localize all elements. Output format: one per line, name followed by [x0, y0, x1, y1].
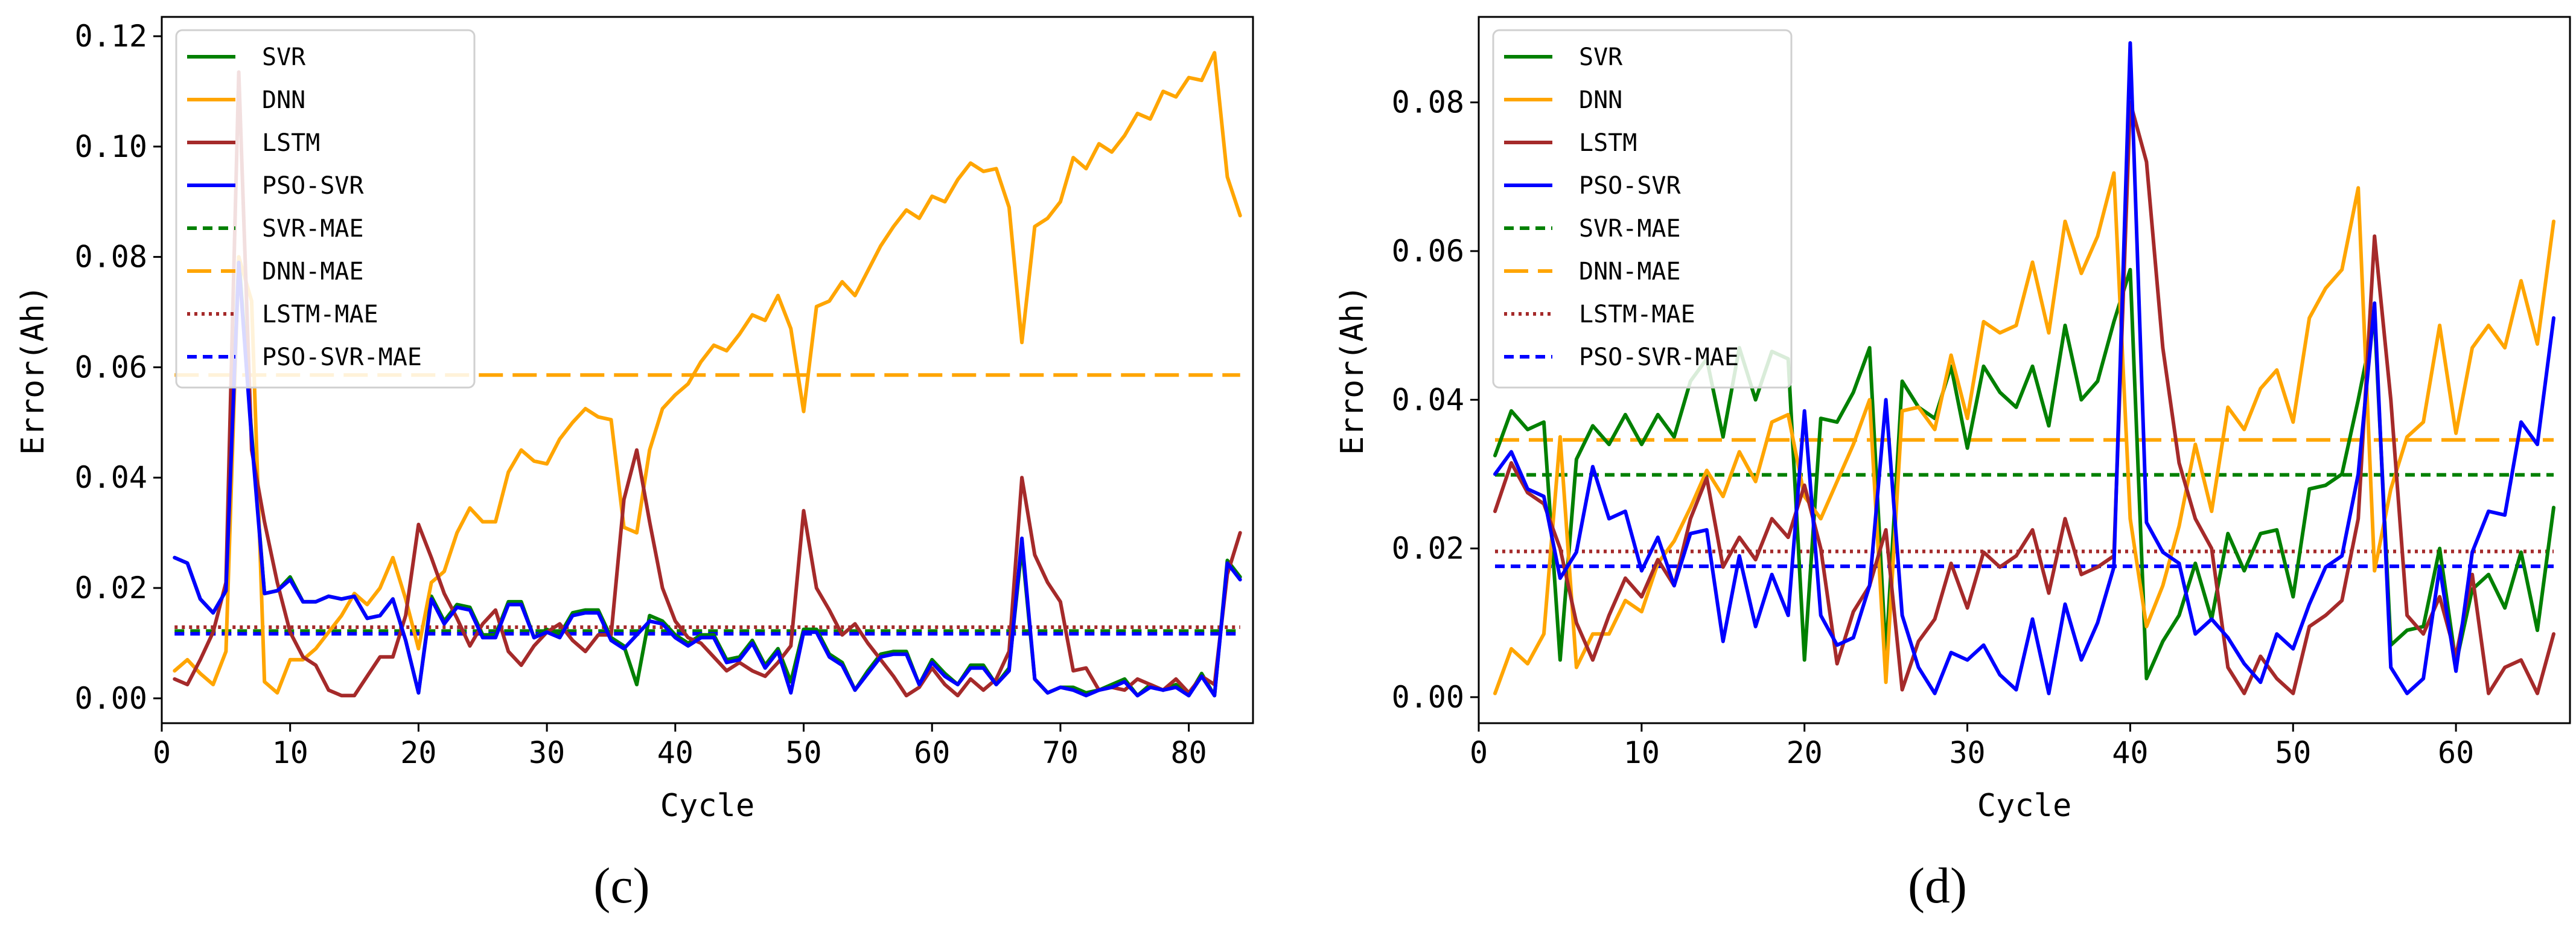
legend-label-pso-svr: PSO-SVR	[1579, 172, 1681, 200]
series-pso-svr-line	[173, 260, 1242, 698]
legend-frame	[1492, 29, 1793, 389]
y-tick-label: 0.08	[1392, 85, 1464, 120]
y-tick-label: 0.12	[75, 19, 147, 54]
y-tick-label: 0.04	[75, 460, 147, 495]
x-tick-label: 30	[1949, 735, 1985, 770]
y-tick-label: 0.06	[1392, 234, 1464, 269]
legend-label-dnn-mae: DNN-MAE	[1579, 258, 1681, 286]
legend-frame	[175, 29, 476, 389]
y-tick-label: 0.08	[75, 240, 147, 275]
x-tick-label: 30	[529, 735, 565, 770]
legend-label-pso-svr: PSO-SVR	[262, 172, 364, 200]
legend-label-svr: SVR	[1579, 43, 1623, 71]
y-tick-label: 0.06	[75, 350, 147, 385]
legend-label-svr: SVR	[262, 43, 306, 71]
plot-frame	[161, 16, 1254, 724]
chart-panel-d: 0 10 20 30 40 50 600.000.020.040.060.08 Cycle …	[1334, 16, 2571, 914]
chart-panel-c: 0 10 20 30 40 50 60 70 80 0.00 0.02 0.04 0.06 0.08 0.1…	[15, 16, 1254, 914]
plot-frame	[1478, 16, 2571, 724]
x-tick-label: 80	[1171, 735, 1207, 770]
y-axis-label: Error(Ah)	[1334, 285, 1371, 455]
panel-caption: (c)	[593, 858, 649, 914]
x-tick-label: 50	[2275, 735, 2311, 770]
legend: SVR DNN LSTM PSO-SVR SVR-MAE DNN-MAE LSTM-MAE P…	[175, 29, 476, 389]
legend-label-pso-svr-mae: PSO-SVR-MAE	[1579, 343, 1739, 371]
series-dnn-line	[1493, 171, 2555, 695]
y-tick-label: 0.10	[75, 129, 147, 164]
x-tick-label: 0	[1470, 735, 1488, 770]
x-tick-label: 50	[785, 735, 821, 770]
legend-label-dnn: DNN	[262, 86, 305, 114]
x-tick-label: 60	[914, 735, 950, 770]
legend-label-dnn: DNN	[1579, 86, 1622, 114]
x-tick-label: 10	[1624, 735, 1660, 770]
legend-label-lstm: LSTM	[1579, 129, 1637, 157]
legend-label-lstm-mae: LSTM-MAE	[262, 301, 378, 328]
y-tick-label: 0.00	[75, 681, 147, 716]
series-pso-svr-line	[1493, 41, 2555, 695]
panel-caption: (d)	[1908, 858, 1967, 914]
x-axis-label: Cycle	[660, 788, 755, 824]
series-lstm-line	[173, 70, 1242, 698]
legend-label-lstm-mae: LSTM-MAE	[1579, 301, 1695, 328]
x-tick-label: 40	[657, 735, 693, 770]
x-tick-label: 40	[2112, 735, 2148, 770]
legend-label-dnn-mae: DNN-MAE	[262, 258, 364, 286]
x-axis-label: Cycle	[1977, 788, 2072, 824]
y-axis-label: Error(Ah)	[15, 285, 51, 455]
legend-label-lstm: LSTM	[262, 129, 320, 157]
x-tick-label: 0	[153, 735, 171, 770]
x-tick-label: 10	[272, 735, 308, 770]
legend-label-pso-svr-mae: PSO-SVR-MAE	[262, 343, 422, 371]
x-tick-label: 70	[1042, 735, 1079, 770]
y-tick-label: 0.02	[1392, 531, 1464, 566]
x-tick-label: 20	[1787, 735, 1823, 770]
legend-label-svr-mae: SVR-MAE	[262, 215, 364, 243]
y-tick-label: 0.04	[1392, 382, 1464, 417]
legend-label-svr-mae: SVR-MAE	[1579, 215, 1681, 243]
x-tick-label: 60	[2438, 735, 2474, 770]
y-tick-label: 0.00	[1392, 680, 1464, 715]
x-tick-label: 20	[400, 735, 436, 770]
y-tick-label: 0.02	[75, 570, 147, 605]
legend: SVR DNN LSTM PSO-SVR SVR-MAE DNN-MAE LSTM-MAE P…	[1492, 29, 1793, 389]
